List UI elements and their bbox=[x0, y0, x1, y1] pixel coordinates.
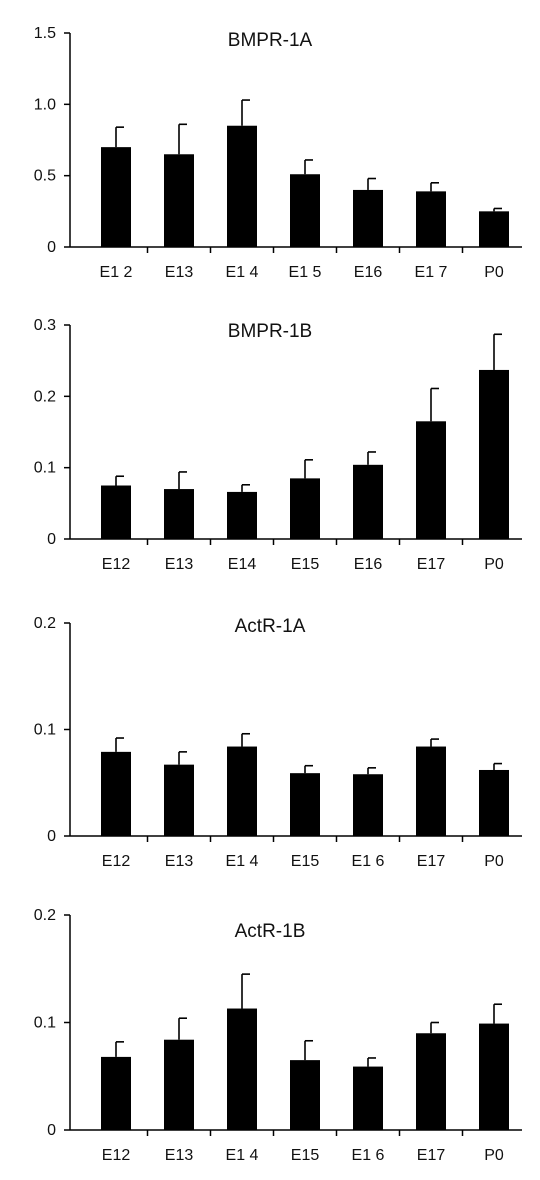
bar bbox=[416, 421, 446, 539]
x-tick-label: P0 bbox=[484, 264, 504, 281]
y-tick-label: 0.2 bbox=[34, 907, 56, 924]
bar bbox=[164, 489, 194, 539]
bar bbox=[290, 478, 320, 539]
x-tick-label: E1 6 bbox=[352, 853, 385, 870]
y-tick-label: 1.0 bbox=[34, 96, 56, 113]
x-tick-label: E1 6 bbox=[352, 1147, 385, 1164]
bar bbox=[416, 746, 446, 836]
bar bbox=[416, 1033, 446, 1130]
bar bbox=[479, 1023, 509, 1130]
bar bbox=[479, 211, 509, 247]
y-tick-label: 0.2 bbox=[34, 615, 56, 632]
x-tick-label: E1 2 bbox=[100, 264, 133, 281]
x-tick-label: E13 bbox=[165, 1147, 194, 1164]
bar bbox=[290, 174, 320, 247]
bar bbox=[227, 491, 257, 539]
x-tick-label: P0 bbox=[484, 1147, 504, 1164]
x-tick-label: E14 bbox=[228, 556, 257, 573]
bar bbox=[227, 1008, 257, 1130]
x-tick-label: E13 bbox=[165, 264, 194, 281]
chart-title: ActR-1B bbox=[235, 921, 306, 942]
x-tick-label: E17 bbox=[417, 853, 446, 870]
bar bbox=[416, 191, 446, 247]
bar bbox=[227, 746, 257, 836]
bar bbox=[101, 1056, 131, 1130]
x-tick-label: E13 bbox=[165, 556, 194, 573]
y-tick-label: 0.2 bbox=[34, 388, 56, 405]
bar bbox=[479, 369, 509, 539]
y-tick-label: 1.5 bbox=[34, 25, 56, 42]
x-tick-label: E1 4 bbox=[226, 1147, 259, 1164]
x-tick-label: E16 bbox=[354, 264, 383, 281]
bar bbox=[290, 1060, 320, 1130]
chart-title: BMPR-1B bbox=[228, 321, 312, 342]
x-tick-label: E17 bbox=[417, 1147, 446, 1164]
y-tick-label: 0 bbox=[47, 239, 56, 256]
y-tick-label: 0.1 bbox=[34, 1015, 56, 1032]
bmpr-1b-chart: BMPR-1B 0 0.1 0.2 0.3 E12 E13 E14 E15 E16 E17 P0 bbox=[34, 317, 522, 573]
bar bbox=[227, 125, 257, 247]
x-tick-label: P0 bbox=[484, 556, 504, 573]
x-tick-label: E15 bbox=[291, 1147, 320, 1164]
x-tick-label: E12 bbox=[102, 556, 131, 573]
x-tick-label: E15 bbox=[291, 853, 320, 870]
y-tick-label: 0 bbox=[47, 828, 56, 845]
chart-title: ActR-1A bbox=[235, 616, 306, 637]
bar bbox=[353, 189, 383, 247]
x-tick-label: P0 bbox=[484, 853, 504, 870]
x-tick-label: E15 bbox=[291, 556, 320, 573]
y-tick-label: 0.1 bbox=[34, 460, 56, 477]
bar bbox=[164, 154, 194, 247]
actr-1b-chart: ActR-1B 0 0.1 0.2 E12 E13 E1 4 E15 E1 6 E17 P0 bbox=[34, 907, 522, 1164]
bar bbox=[353, 464, 383, 539]
y-tick-label: 0.3 bbox=[34, 317, 56, 334]
bar bbox=[353, 774, 383, 836]
bar bbox=[164, 1039, 194, 1130]
x-tick-label: E1 4 bbox=[226, 264, 259, 281]
bar bbox=[353, 1066, 383, 1130]
bar bbox=[101, 147, 131, 247]
x-tick-label: E1 4 bbox=[226, 853, 259, 870]
bar bbox=[101, 751, 131, 836]
bar bbox=[479, 769, 509, 836]
x-tick-label: E17 bbox=[417, 556, 446, 573]
x-tick-label: E13 bbox=[165, 853, 194, 870]
y-tick-label: 0.1 bbox=[34, 722, 56, 739]
bmpr-1a-chart: BMPR-1A 0 0.5 1.0 1.5 E1 2 E13 E1 4 E1 5 E16 E1 7… bbox=[34, 25, 522, 281]
chart-title: BMPR-1A bbox=[228, 30, 313, 51]
bar bbox=[164, 764, 194, 836]
bar bbox=[290, 773, 320, 836]
y-tick-label: 0 bbox=[47, 531, 56, 548]
actr-1a-chart: ActR-1A 0 0.1 0.2 E12 E13 E1 4 E15 E1 6 E17 P0 bbox=[34, 615, 522, 870]
bar bbox=[101, 485, 131, 539]
y-tick-label: 0 bbox=[47, 1122, 56, 1139]
y-tick-label: 0.5 bbox=[34, 168, 56, 185]
x-tick-label: E12 bbox=[102, 1147, 131, 1164]
x-tick-label: E1 7 bbox=[415, 264, 448, 281]
x-tick-label: E1 5 bbox=[289, 264, 322, 281]
x-tick-label: E12 bbox=[102, 853, 131, 870]
x-tick-label: E16 bbox=[354, 556, 383, 573]
